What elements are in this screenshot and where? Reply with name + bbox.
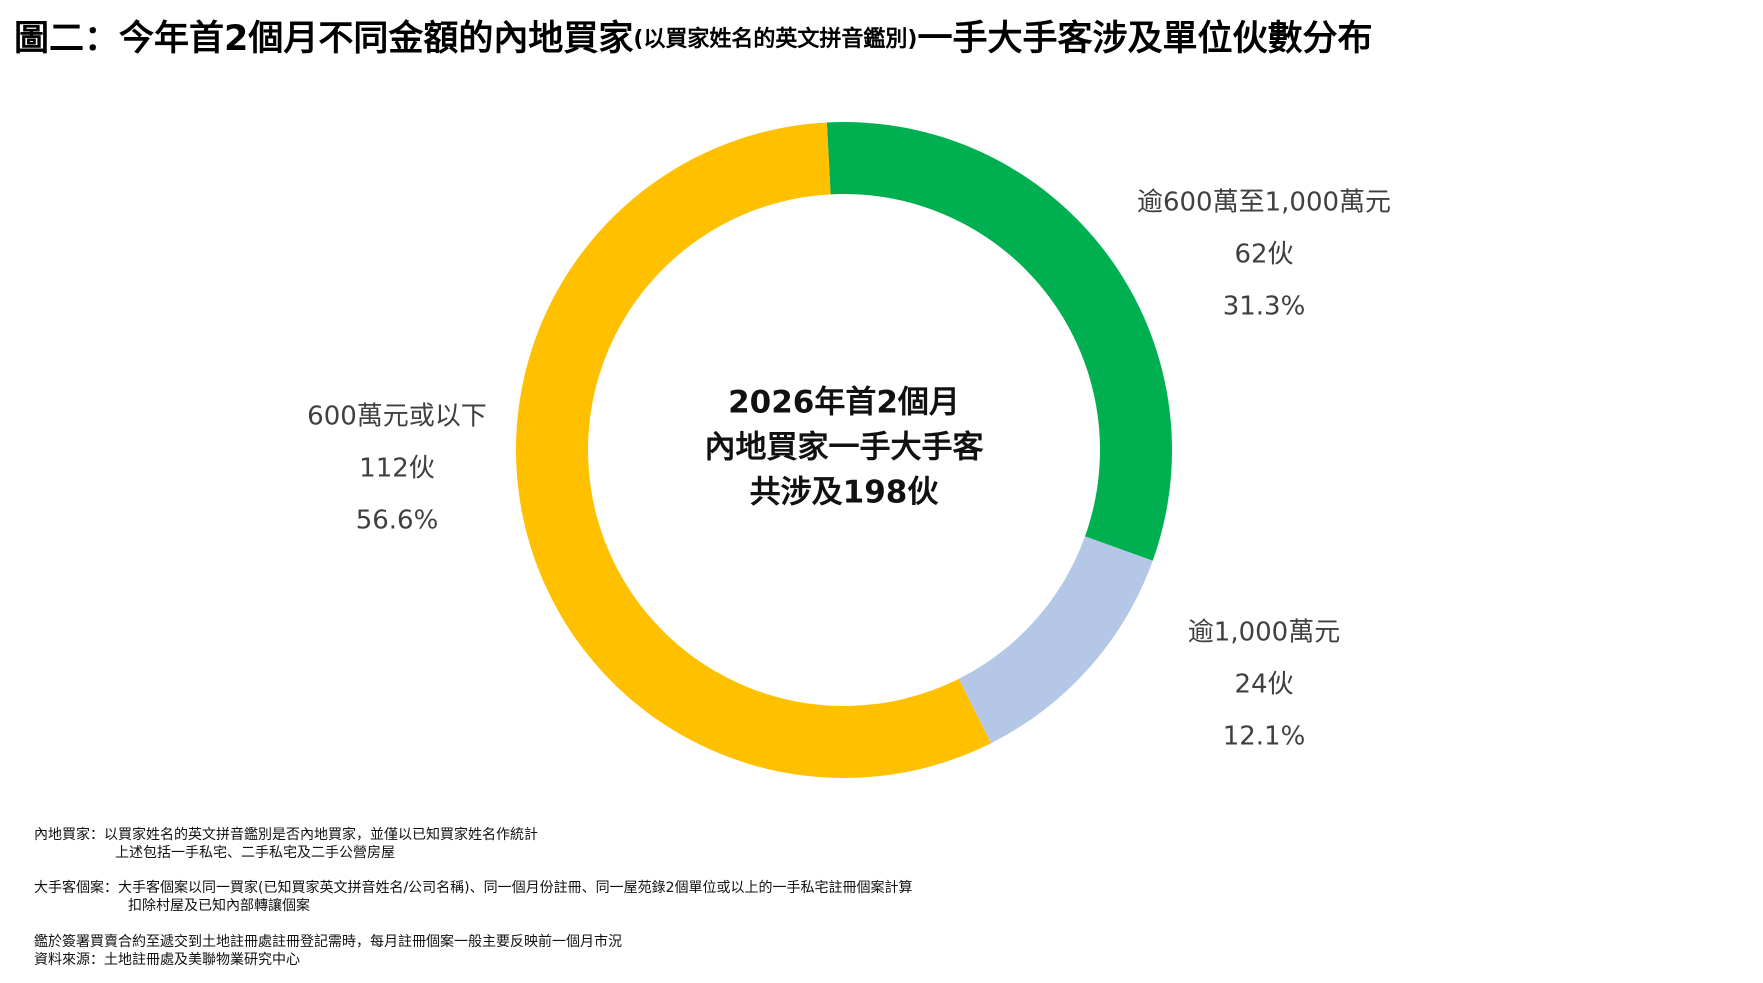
center-text: 內地買家一手大手客 — [705, 430, 984, 466]
title-part: 一手大手客涉及單位伙數分布 — [917, 18, 1372, 59]
footnote: 內地買家：以買家姓名的英文拼音鑑別是否內地買家，並僅以已知買家姓名作統計 — [34, 826, 538, 843]
donut-segment — [515, 122, 992, 779]
footnote: 扣除村屋及已知內部轉讓個案 — [128, 897, 310, 914]
donut-segment — [958, 536, 1153, 744]
share-label: 31.3% — [1223, 292, 1306, 322]
footnote: 資料來源：土地註冊處及美聯物業研究中心 — [34, 952, 300, 968]
category-label: 逾1,000萬元 — [1188, 618, 1340, 648]
chart-title: 圖二：今年首2個月不同金額的內地買家(以買家姓名的英文拼音鑑別)一手大手客涉及單… — [14, 18, 1373, 59]
donut-segment — [826, 122, 1172, 561]
title-part: 圖二：今年首2個月不同金額的內地買家 — [14, 18, 633, 59]
category-label: 逾600萬至1,000萬元 — [1137, 188, 1391, 218]
share-label: 56.6% — [356, 506, 439, 536]
share-label: 12.1% — [1223, 722, 1306, 752]
value-label: 24伙 — [1234, 670, 1293, 700]
title-part: (以買家姓名的英文拼音鑑別) — [633, 26, 917, 52]
center-text: 共涉及198伙 — [750, 475, 940, 511]
center-text: 2026年首2個月 — [728, 385, 960, 421]
category-label: 600萬元或以下 — [307, 402, 487, 432]
footnote: 鑑於簽署買賣合約至遞交到土地註冊處註冊登記需時，每月註冊個案一般主要反映前一個月… — [34, 933, 622, 950]
footnote: 上述包括一手私宅、二手私宅及二手公營房屋 — [115, 845, 395, 861]
value-label: 112伙 — [359, 454, 435, 484]
value-label: 62伙 — [1234, 240, 1293, 270]
footnote: 大手客個案：大手客個案以同一買家(已知買家英文拼音姓名/公司名稱)、同一個月份註… — [34, 879, 913, 896]
